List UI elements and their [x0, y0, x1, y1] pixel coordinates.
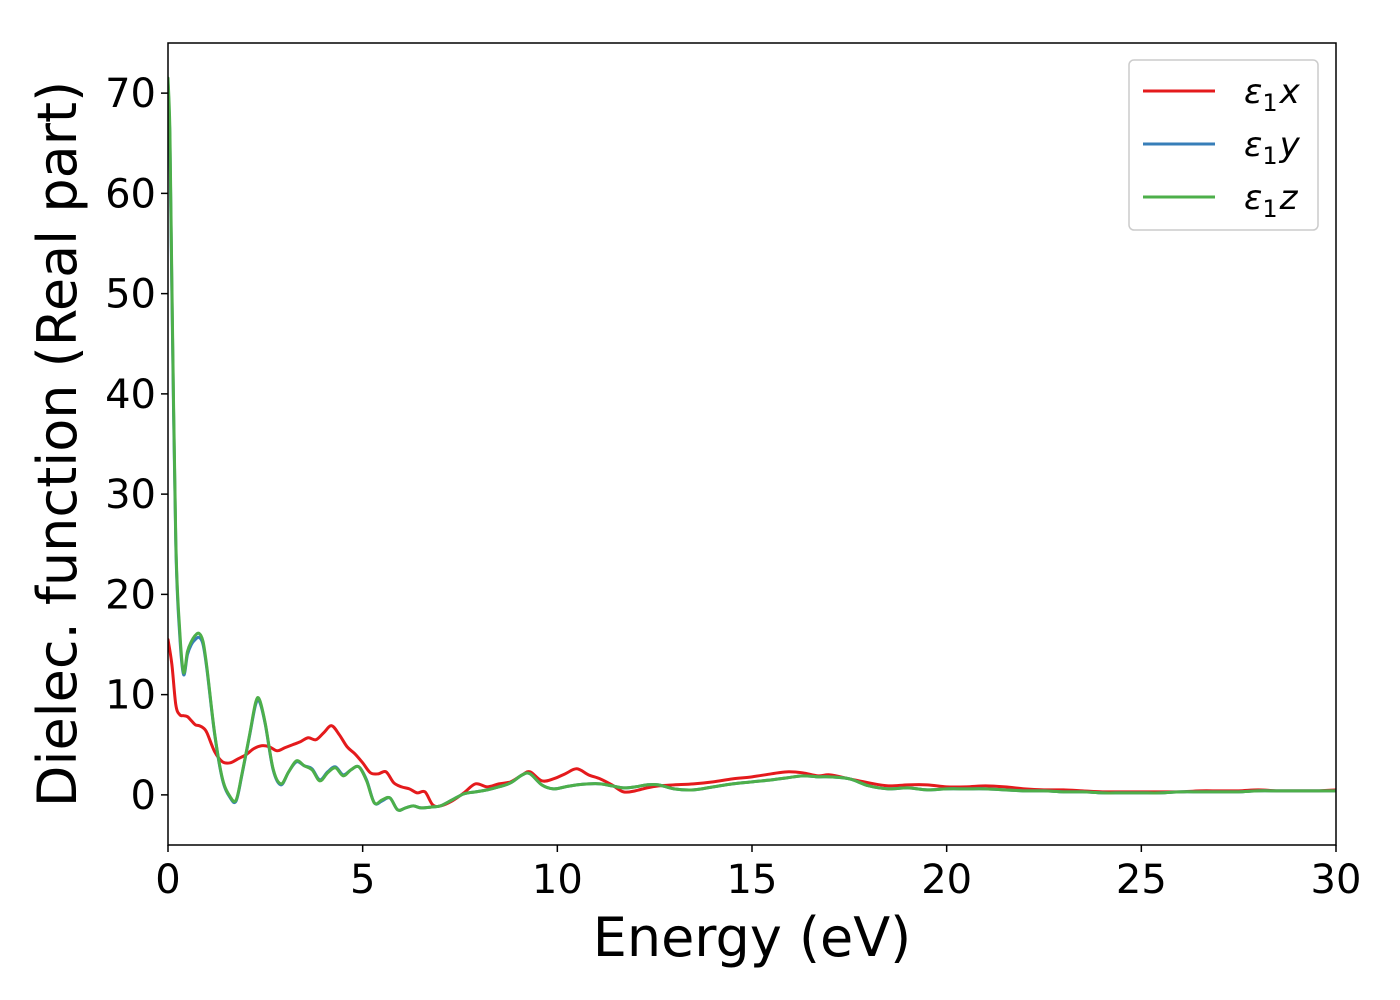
y-tick-label: 40	[105, 372, 156, 418]
y-tick-label: 0	[131, 773, 156, 819]
y-tick-label: 70	[105, 71, 156, 117]
x-tick-label: 0	[155, 857, 180, 903]
x-axis-title: Energy (eV)	[593, 906, 912, 969]
y-tick-label: 30	[105, 472, 156, 518]
y-axis-ticks: 0 10 20 30 40 50 60 70	[105, 71, 168, 819]
x-tick-label: 10	[532, 857, 583, 903]
y-tick-label: 20	[105, 572, 156, 618]
y-axis-title: Dielec. function (Real part)	[26, 81, 89, 807]
series-layer	[168, 76, 1336, 812]
x-tick-label: 20	[921, 857, 972, 903]
legend: ε1x ε1y ε1z	[1128, 59, 1319, 231]
x-axis-ticks: 0 5 10 15 20 25 30	[155, 845, 1361, 903]
x-tick-label: 15	[727, 857, 778, 903]
legend-box	[1128, 59, 1319, 231]
legend-label-x: ε1x	[1244, 72, 1301, 117]
x-tick-label: 25	[1116, 857, 1167, 903]
x-tick-label: 30	[1311, 857, 1362, 903]
x-tick-label: 5	[350, 857, 375, 903]
series-line-z	[168, 76, 1336, 812]
y-tick-label: 50	[105, 272, 156, 318]
y-tick-label: 10	[105, 673, 156, 719]
legend-label-z: ε1z	[1244, 178, 1299, 223]
y-tick-label: 60	[105, 171, 156, 217]
legend-label-y: ε1y	[1244, 125, 1301, 170]
